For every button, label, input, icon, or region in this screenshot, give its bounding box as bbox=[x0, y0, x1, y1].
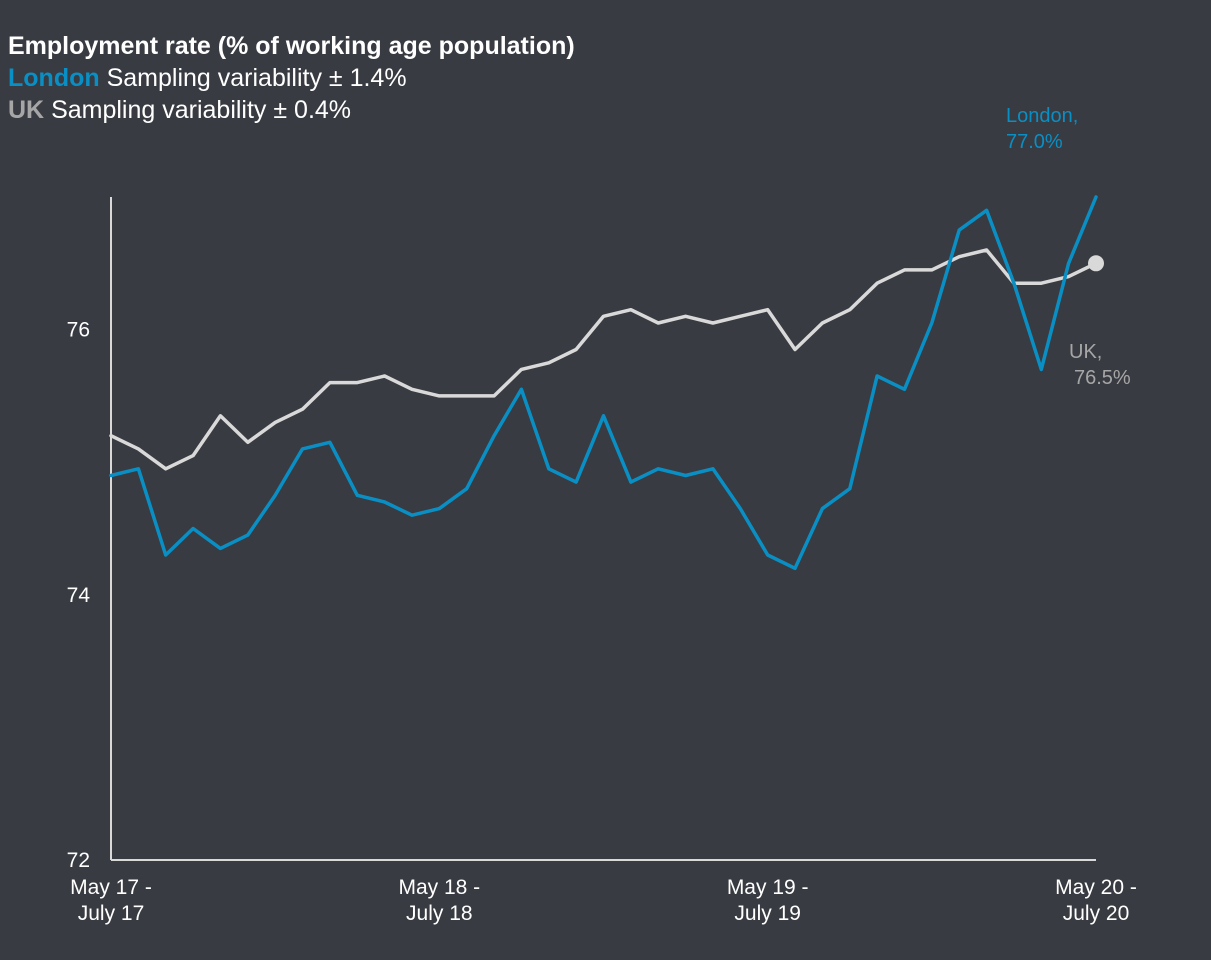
uk-variability-line: UK Sampling variability ± 0.4% bbox=[8, 94, 575, 126]
x-tick-label: May 18 - bbox=[398, 876, 480, 899]
y-tick-label: 72 bbox=[67, 849, 90, 872]
x-tick-label: May 20 - bbox=[1055, 876, 1137, 899]
london-series-label: London bbox=[8, 64, 100, 92]
london-end-label: London, bbox=[1006, 105, 1078, 127]
x-tick-label-line2: July 18 bbox=[406, 902, 473, 925]
x-tick-label: May 17 - bbox=[70, 876, 152, 899]
uk-series-label: UK bbox=[8, 96, 45, 124]
x-tick-label-line2: July 19 bbox=[734, 902, 801, 925]
london-variability-line: London Sampling variability ± 1.4% bbox=[8, 62, 575, 94]
x-tick-label-line2: July 20 bbox=[1063, 902, 1130, 925]
chart-title-text: Employment rate (% of working age popula… bbox=[8, 32, 575, 60]
x-tick-label: May 19 - bbox=[727, 876, 809, 899]
uk-series-line bbox=[109, 248, 1098, 471]
uk-end-label: UK, bbox=[1069, 341, 1102, 363]
y-tick-label: 76 bbox=[67, 319, 90, 342]
uk-variability-text: Sampling variability ± 0.4% bbox=[51, 96, 352, 124]
y-tick-label: 74 bbox=[67, 584, 91, 607]
london-series-line bbox=[109, 195, 1098, 571]
london-end-value: 77.0% bbox=[1006, 131, 1063, 153]
uk-data-point bbox=[1088, 255, 1104, 272]
x-tick-label-line2: July 17 bbox=[78, 902, 145, 925]
london-variability-text: Sampling variability ± 1.4% bbox=[106, 64, 407, 92]
uk-end-value: 76.5% bbox=[1074, 367, 1131, 389]
chart-header: Employment rate (% of working age popula… bbox=[8, 30, 575, 126]
chart-title: Employment rate (% of working age popula… bbox=[8, 30, 575, 62]
